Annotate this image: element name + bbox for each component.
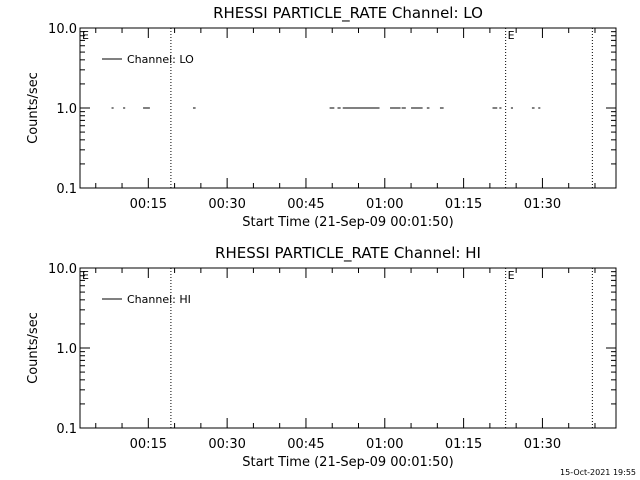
panel-1-x-tick-label: 00:30 xyxy=(208,197,245,212)
panel-1-y-tick-label: 0.1 xyxy=(56,182,77,197)
panel-2-x-tick-label: 00:30 xyxy=(208,437,245,452)
panel-1-x-tick-label: 00:15 xyxy=(130,197,167,212)
panel-1-event-marker-label: E xyxy=(508,29,515,42)
footer-timestamp: 15-Oct-2021 19:55 xyxy=(560,468,636,477)
panel-1-x-tick-label: 01:30 xyxy=(524,197,561,212)
panel-2-y-tick-label: 1.0 xyxy=(56,342,77,357)
panel-2-legend-entry: Channel: HI xyxy=(127,293,191,306)
panel-2-x-tick-label: 00:15 xyxy=(130,437,167,452)
panel-1-y-axis-label: Counts/sec xyxy=(26,72,41,144)
panel-2-x-axis-label: Start Time (21-Sep-09 00:01:50) xyxy=(242,455,453,470)
panel-2-event-marker-label: E xyxy=(508,269,515,282)
panel-1-x-axis-label: Start Time (21-Sep-09 00:01:50) xyxy=(242,215,453,230)
panel-2-x-tick-label: 00:45 xyxy=(287,437,324,452)
panel-2-plot-frame xyxy=(79,267,617,429)
panel-1-x-tick-label: 01:00 xyxy=(366,197,403,212)
panel-2-x-tick-label: 01:15 xyxy=(445,437,482,452)
panel-2-x-tick-label: 01:00 xyxy=(366,437,403,452)
panel-1-title: RHESSI PARTICLE_RATE Channel: LO xyxy=(213,4,483,23)
panel-2-corner-label: E xyxy=(82,269,89,282)
panel-1-corner-label: E xyxy=(82,29,89,42)
panel-1-y-tick-label: 10.0 xyxy=(48,22,77,37)
panel-2-x-tick-label: 01:30 xyxy=(524,437,561,452)
panel-1-x-tick-label: 00:45 xyxy=(287,197,324,212)
panel-2-title: RHESSI PARTICLE_RATE Channel: HI xyxy=(215,244,481,263)
panel-2-y-tick-label: 10.0 xyxy=(48,262,77,277)
panel-2-y-tick-label: 0.1 xyxy=(56,422,77,437)
panel-1-x-tick-label: 01:15 xyxy=(445,197,482,212)
panel-1-y-tick-label: 1.0 xyxy=(56,102,77,117)
panel-2-y-axis-label: Counts/sec xyxy=(26,312,41,384)
panel-1-legend-entry: Channel: LO xyxy=(127,53,194,66)
